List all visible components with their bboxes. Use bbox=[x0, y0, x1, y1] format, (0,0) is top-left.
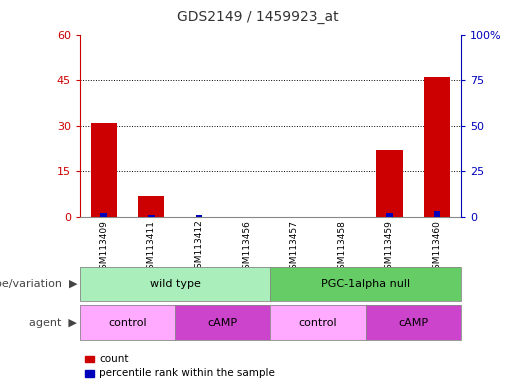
Bar bbox=[138, 196, 164, 217]
Bar bbox=[100, 214, 107, 217]
Text: count: count bbox=[99, 354, 129, 364]
Text: wild type: wild type bbox=[150, 279, 200, 289]
Text: cAMP: cAMP bbox=[398, 318, 428, 328]
Bar bbox=[376, 150, 403, 217]
Bar bbox=[434, 212, 440, 217]
Bar bbox=[196, 215, 202, 217]
Text: percentile rank within the sample: percentile rank within the sample bbox=[99, 368, 276, 378]
Text: agent  ▶: agent ▶ bbox=[29, 318, 77, 328]
Text: control: control bbox=[299, 318, 337, 328]
Bar bbox=[148, 215, 154, 217]
Text: GDS2149 / 1459923_at: GDS2149 / 1459923_at bbox=[177, 10, 338, 24]
Bar bbox=[91, 123, 117, 217]
Text: PGC-1alpha null: PGC-1alpha null bbox=[321, 279, 410, 289]
Text: control: control bbox=[108, 318, 147, 328]
Text: cAMP: cAMP bbox=[208, 318, 238, 328]
Text: genotype/variation  ▶: genotype/variation ▶ bbox=[0, 279, 77, 289]
Bar bbox=[424, 77, 450, 217]
Bar bbox=[386, 214, 393, 217]
